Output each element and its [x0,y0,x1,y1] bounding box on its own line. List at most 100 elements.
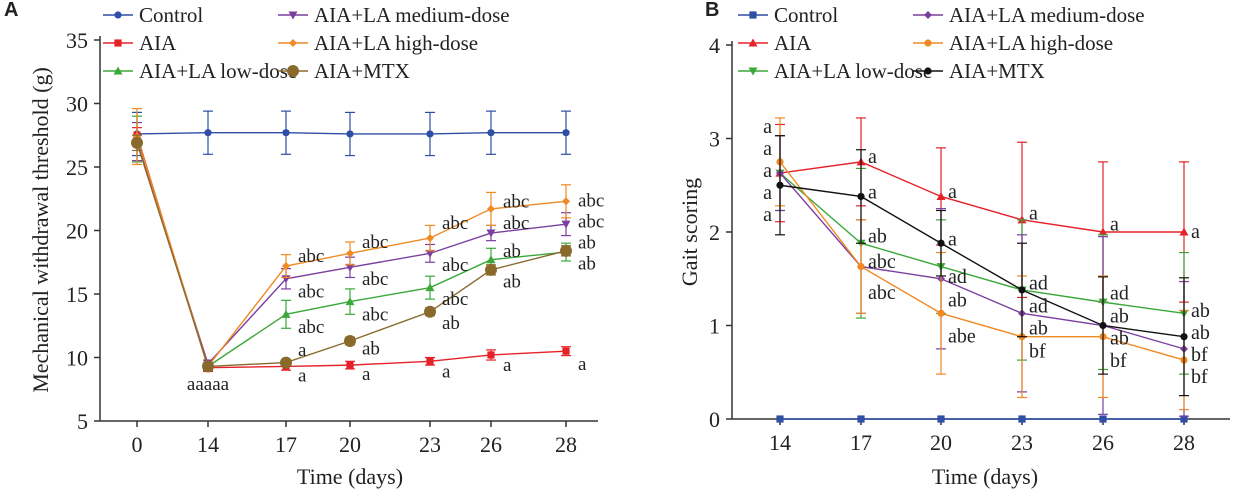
panel-label: A [4,0,18,21]
y-tick-label: 4 [709,33,720,58]
data-point [425,249,435,258]
significance-label: a [763,160,772,182]
legend-marker [114,11,122,19]
series-aia-mtx [775,135,1189,397]
data-point [1018,415,1026,423]
data-point [937,309,945,317]
y-tick-label: 35 [66,28,88,53]
legend-item: Control [738,3,838,27]
legend-marker [748,38,758,47]
x-tick-label: 26 [1092,430,1114,455]
significance-label: a [763,138,772,160]
x-tick-label: 23 [1011,430,1033,455]
data-point [1180,415,1188,423]
significance-label: ab [868,226,887,248]
legend-label: AIA+LA high-dose [314,31,478,55]
x-tick-label: 20 [930,430,952,455]
y-tick-label: 20 [66,219,88,244]
data-point [345,297,355,306]
legend-label: Control [774,3,838,27]
data-point [282,262,290,271]
significance-label: ab [442,313,460,334]
legend-label: AIA [139,31,177,55]
y-tick-label: 2 [709,220,720,245]
data-point [562,197,570,206]
legend-marker [288,11,298,20]
y-tick-label: 3 [709,127,720,152]
significance-label: abc [578,191,604,212]
legend-item: AIA+LA low-dose [103,59,297,83]
data-point [485,263,497,276]
significance-label: abc [362,304,388,325]
significance-label: bf [1191,344,1208,366]
y-tick-label: 5 [77,409,88,434]
y-tick-label: 0 [709,407,720,432]
y-tick-label: 25 [66,155,88,180]
x-tick-label: 17 [850,430,872,455]
significance-label: a [763,116,772,138]
significance-label: bf [1191,366,1208,388]
significance-label: ab [1029,318,1048,340]
significance-label: abc [362,232,388,253]
legend-label: AIA+LA medium-dose [314,3,510,27]
series-control [776,415,1188,423]
significance-label: abc [298,281,324,302]
significance-label: bf [1029,341,1046,363]
significance-label: abc [503,191,529,212]
significance-label: ad [948,266,967,288]
data-point [131,136,143,149]
significance-label: abc [298,246,324,267]
significance-label: ad [1110,283,1129,305]
series-line [779,161,1185,361]
significance-label: a [298,340,307,361]
significance-label: a [442,361,451,382]
data-point [936,191,946,200]
series-line [779,184,1185,338]
significance-label: ad [1029,296,1048,318]
series-aia-la-medium-dose [775,135,1189,417]
data-point [426,357,434,365]
significance-label: ab [1110,305,1129,327]
legend-label: AIA+LA medium-dose [949,3,1145,27]
significance-label: ab [1191,300,1210,322]
legend-marker [287,65,299,77]
significance-label: a [948,181,957,203]
legend-label: AIA+LA low-dose [774,59,932,83]
legend-item: AIA+LA high-dose [913,31,1113,55]
legend-label: AIA [774,31,812,55]
x-tick-label: 23 [419,432,441,457]
significance-label: ab [578,233,596,254]
x-tick-label: 20 [339,432,361,457]
significance-label: a [868,146,877,168]
data-point [776,415,784,423]
data-point [424,305,436,318]
legend-item: AIA [738,31,812,55]
legend-item: AIA+LA low-dose [738,59,932,83]
legend-label: AIA+LA low-dose [139,59,297,83]
data-point [1098,227,1108,236]
data-point [1180,333,1188,341]
legend-marker [113,66,123,75]
significance-label: ab [503,271,521,292]
data-point [425,283,435,292]
x-tick-label: 28 [1173,430,1195,455]
legend-label: AIA+LA high-dose [949,31,1113,55]
significance-label: a [298,365,307,386]
significance-label: ab [578,254,596,275]
data-point [562,347,570,355]
panel-a: A 5 10 15 20 25 30 35 0 14 17 20 23 26 28 Time (days) Me… [4,0,604,489]
significance-label: ab [362,339,380,360]
series-control [132,110,571,157]
x-axis-title: Time (days) [932,464,1038,489]
data-point [857,415,865,423]
data-point [202,360,214,373]
legend-label: AIA+MTX [314,59,410,83]
legend-item: AIA+MTX [913,59,1045,83]
significance-label: a [763,182,772,204]
data-point [487,351,495,359]
y-tick-label: 30 [66,92,88,117]
data-point [487,129,495,137]
significance-label: a [763,204,772,226]
